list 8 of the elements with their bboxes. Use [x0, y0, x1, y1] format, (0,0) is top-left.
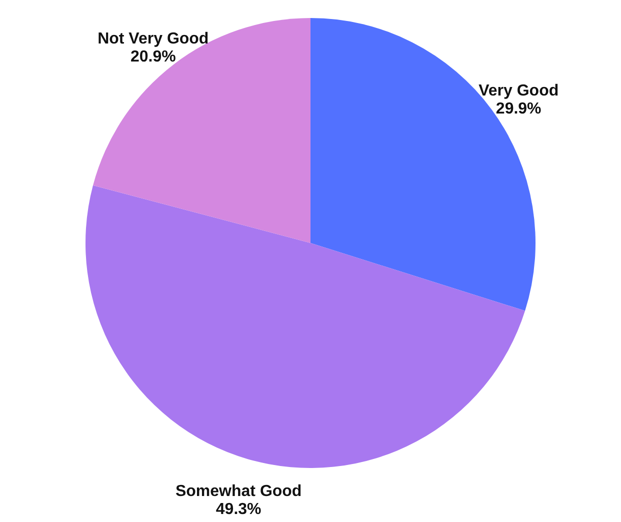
pie-slice	[86, 185, 526, 468]
slice-label: Not Very Good	[98, 30, 209, 48]
pie-slice	[93, 18, 310, 243]
data-label: 49.3%	[216, 500, 262, 518]
slice-label: Somewhat Good	[175, 482, 302, 500]
slice-label: Very Good	[478, 82, 559, 100]
data-label: 20.9%	[130, 48, 176, 66]
data-label: 29.9%	[496, 100, 542, 118]
